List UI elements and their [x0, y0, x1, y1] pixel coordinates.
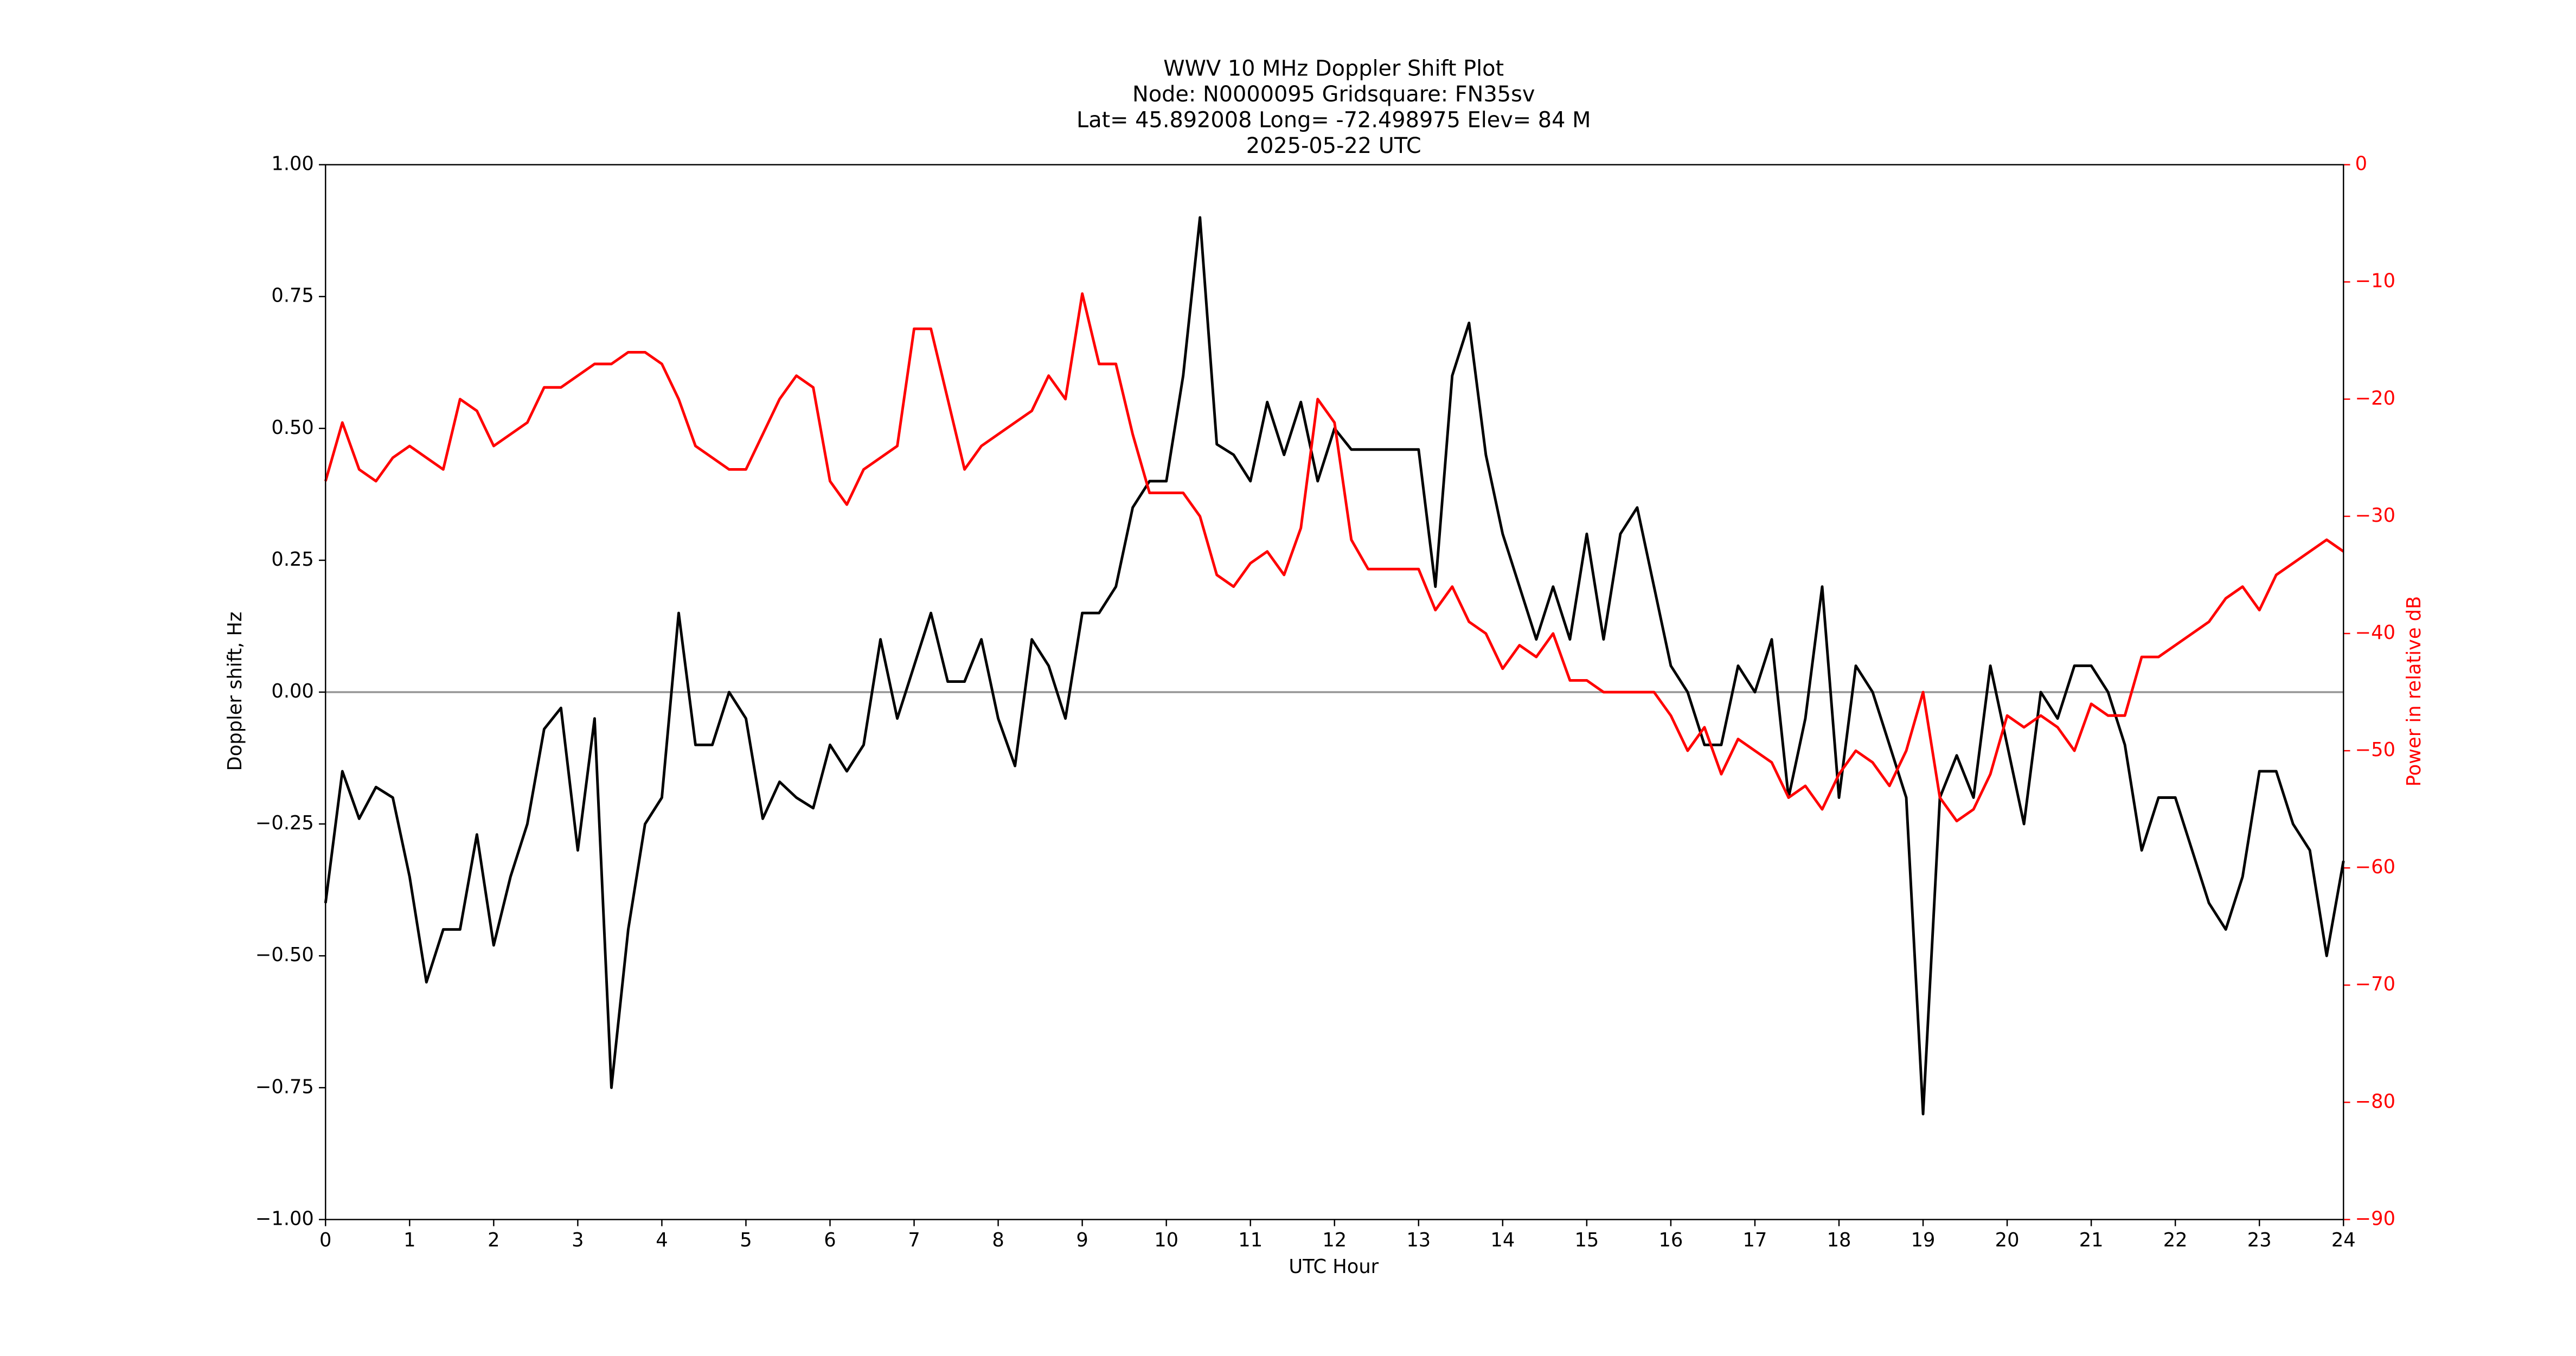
x-tick-label: 19 — [1911, 1229, 1936, 1251]
x-tick-label: 12 — [1322, 1229, 1347, 1251]
x-tick-label: 3 — [572, 1229, 584, 1251]
x-tick-label: 2 — [488, 1229, 499, 1251]
x-tick-label: 16 — [1659, 1229, 1683, 1251]
x-tick-label: 6 — [824, 1229, 836, 1251]
chart-title: Lat= 45.892008 Long= -72.498975 Elev= 84… — [1076, 108, 1591, 133]
y2-tick-label: −40 — [2355, 622, 2395, 644]
x-tick-label: 18 — [1827, 1229, 1851, 1251]
x-tick-label: 23 — [2247, 1229, 2272, 1251]
x-tick-label: 1 — [403, 1229, 415, 1251]
x-tick-label: 20 — [1995, 1229, 2020, 1251]
y2-tick-label: −20 — [2355, 387, 2395, 410]
plot-frame — [325, 164, 2344, 1220]
y-tick-label: 1.00 — [271, 153, 313, 175]
x-axis-label: UTC Hour — [1289, 1256, 1379, 1278]
x-tick-label: 5 — [740, 1229, 752, 1251]
y2-tick-label: −50 — [2355, 739, 2395, 761]
chart-title: WWV 10 MHz Doppler Shift Plot — [1163, 56, 1504, 81]
y2-tick-label: −10 — [2355, 270, 2395, 292]
y-tick-label: −0.25 — [255, 812, 314, 834]
x-tick-label: 9 — [1076, 1229, 1088, 1251]
y2-tick-label: −60 — [2355, 856, 2395, 878]
y-axis-label: Doppler shift, Hz — [224, 612, 246, 771]
y2-tick-label: −90 — [2355, 1207, 2395, 1230]
y-tick-label: 0.50 — [271, 417, 313, 439]
y-tick-label: 0.00 — [271, 680, 313, 702]
x-tick-label: 14 — [1490, 1229, 1515, 1251]
x-tick-label: 4 — [656, 1229, 668, 1251]
y2-axis-label: Power in relative dB — [2403, 596, 2425, 786]
x-tick-label: 22 — [2163, 1229, 2188, 1251]
y-tick-label: −0.50 — [255, 944, 314, 966]
y2-tick-label: −80 — [2355, 1090, 2395, 1112]
y-tick-label: −1.00 — [255, 1207, 314, 1230]
x-tick-label: 13 — [1406, 1229, 1431, 1251]
x-tick-label: 17 — [1743, 1229, 1767, 1251]
x-tick-label: 11 — [1238, 1229, 1263, 1251]
x-tick-label: 24 — [2331, 1229, 2356, 1251]
y2-tick-label: −70 — [2355, 973, 2395, 995]
y-tick-label: 0.25 — [271, 548, 313, 571]
chart-title: Node: N0000095 Gridsquare: FN35sv — [1132, 82, 1535, 107]
y-tick-label: −0.75 — [255, 1076, 314, 1098]
series-line — [324, 292, 2344, 823]
x-tick-label: 10 — [1154, 1229, 1178, 1251]
x-tick-label: 21 — [2079, 1229, 2104, 1251]
x-tick-label: 15 — [1574, 1229, 1599, 1251]
x-tick-label: 0 — [319, 1229, 331, 1251]
y-tick-label: 0.75 — [271, 285, 313, 307]
chart-title: 2025-05-22 UTC — [1246, 133, 1421, 158]
y2-tick-label: 0 — [2355, 153, 2367, 175]
y2-tick-label: −30 — [2355, 504, 2395, 527]
x-tick-label: 7 — [908, 1229, 920, 1251]
x-tick-label: 8 — [992, 1229, 1004, 1251]
